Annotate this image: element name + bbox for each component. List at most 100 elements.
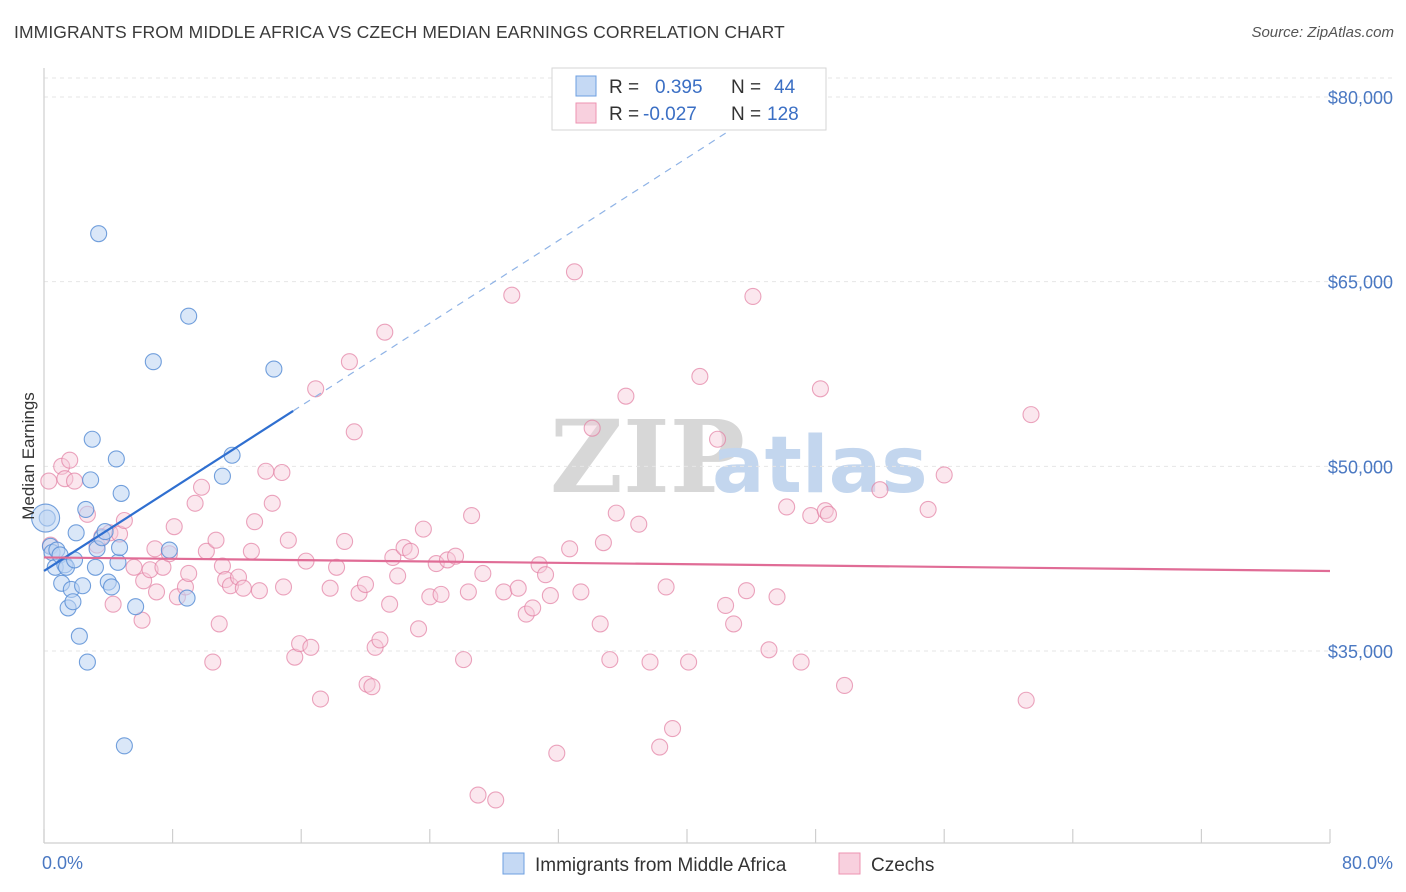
czechs-point-41 [273, 463, 291, 482]
czechs-point-68 [414, 520, 432, 538]
czechs-point-105 [708, 430, 727, 448]
czechs-point-120 [919, 500, 937, 518]
legend-n-label-pink: N = [731, 104, 761, 125]
middle-africa-point-27 [107, 450, 125, 468]
czechs-point-91 [572, 583, 590, 601]
czechs-point-30 [210, 615, 228, 633]
chart-title: IMMIGRANTS FROM MIDDLE AFRICA VS CZECH M… [14, 22, 785, 42]
czechs-point-111 [768, 588, 786, 606]
czechs-point-123 [1022, 406, 1040, 424]
middle-africa-point-11 [64, 593, 82, 611]
czechs-point-75 [459, 583, 477, 601]
watermark-zip: ZIP [550, 398, 745, 516]
middle-africa-point-26 [102, 578, 121, 596]
czechs-point-79 [487, 791, 505, 809]
middle-africa-point-16 [77, 500, 95, 518]
middle-africa-point-20 [86, 558, 104, 576]
czechs-point-25 [186, 494, 204, 512]
czechs-point-99 [641, 653, 659, 671]
czechs-points [40, 263, 1040, 809]
czechs-point-121 [935, 466, 953, 484]
czechs-point-60 [371, 631, 389, 649]
czechs-point-44 [286, 648, 304, 666]
series-legend: Immigrants from Middle Africa Czechs [502, 852, 934, 876]
czechs-point-38 [250, 582, 268, 600]
czechs-point-92 [583, 419, 601, 437]
czechs-point-104 [691, 367, 709, 386]
y-axis-label: Median Earnings [19, 392, 38, 520]
czechs-point-50 [321, 579, 339, 597]
y-tick-label-0: $80,000 [1328, 88, 1393, 108]
middle-africa-point-35 [178, 589, 196, 607]
czechs-point-94 [594, 534, 612, 552]
czechs-point-29 [207, 531, 225, 549]
czechs-point-36 [242, 542, 260, 560]
trend-lines [43, 77, 1331, 573]
czechs-point-76 [463, 507, 481, 525]
czechs-point-107 [725, 615, 743, 633]
middle-africa-point-36 [180, 307, 198, 325]
legend-r-label-pink: R = [609, 104, 639, 125]
czechs-point-5 [65, 472, 84, 490]
series-label-czechs: Czechs [871, 855, 934, 876]
czechs-point-72 [438, 551, 457, 569]
legend-n-value-pink: 128 [767, 104, 799, 125]
czechs-point-21 [165, 518, 183, 536]
czechs-point-39 [257, 462, 275, 480]
x-tick-label-min: 0.0% [42, 853, 83, 873]
czechs-point-42 [274, 578, 293, 596]
middle-africa-point-37 [213, 467, 231, 485]
czechs-point-86 [536, 566, 555, 584]
czechs-point-122 [1017, 691, 1035, 709]
czechs-point-82 [509, 579, 527, 597]
middle-africa-point-13 [67, 524, 85, 542]
y-tick-label-2: $50,000 [1328, 457, 1393, 477]
series-label-middle-africa: Immigrants from Middle Africa [535, 855, 787, 876]
czechs-point-97 [617, 387, 635, 405]
czechs-point-56 [356, 575, 375, 594]
czechs-point-34 [229, 568, 248, 586]
legend-swatch-blue [575, 75, 597, 97]
legend-r-value-blue: 0.395 [655, 77, 703, 98]
czechs-point-119 [871, 481, 889, 499]
czechs-point-83 [517, 605, 535, 623]
middle-africa-point-14 [70, 627, 88, 645]
middle-africa-points [31, 225, 283, 755]
czechs-point-16 [141, 561, 159, 579]
middle-africa-point-28 [109, 553, 127, 571]
czechs-point-18 [147, 583, 166, 601]
czechs-point-48 [307, 380, 325, 398]
czechs-point-81 [503, 286, 521, 304]
czechs-point-64 [389, 567, 407, 585]
legend-r-value-pink: -0.027 [643, 104, 697, 125]
correlation-legend: R = 0.395 N = 44 R = -0.027 N = 128 [551, 67, 827, 131]
czechs-point-113 [792, 653, 810, 671]
czechs-point-74 [455, 651, 473, 669]
czechs-point-110 [760, 641, 778, 659]
czechs-point-35 [234, 579, 252, 597]
middle-africa-point-31 [115, 737, 133, 755]
czechs-point-40 [263, 494, 281, 512]
legend-r-label-blue: R = [609, 77, 639, 98]
czechs-point-117 [819, 505, 838, 523]
czechs-point-31 [213, 557, 231, 575]
legend-swatch-pink [575, 102, 597, 124]
czechs-point-45 [291, 635, 309, 653]
czechs-point-101 [657, 578, 675, 596]
czechs-point-77 [469, 786, 487, 804]
czechs-point-43 [279, 531, 297, 549]
middle-africa-point-large [31, 503, 61, 533]
czechs-point-55 [350, 584, 368, 602]
czechs-point-109 [744, 287, 762, 305]
czechs-point-54 [345, 423, 363, 441]
czechs-point-58 [363, 678, 381, 696]
middle-africa-point-33 [144, 353, 162, 371]
middle-africa-point-29 [111, 539, 129, 557]
series-swatch-czechs [838, 852, 861, 875]
czechs-point-26 [192, 478, 211, 496]
czechs-point-85 [530, 556, 548, 574]
y-tick-label-3: $35,000 [1328, 642, 1393, 662]
middle-africa-point-19 [83, 430, 101, 448]
czechs-point-88 [548, 744, 566, 762]
